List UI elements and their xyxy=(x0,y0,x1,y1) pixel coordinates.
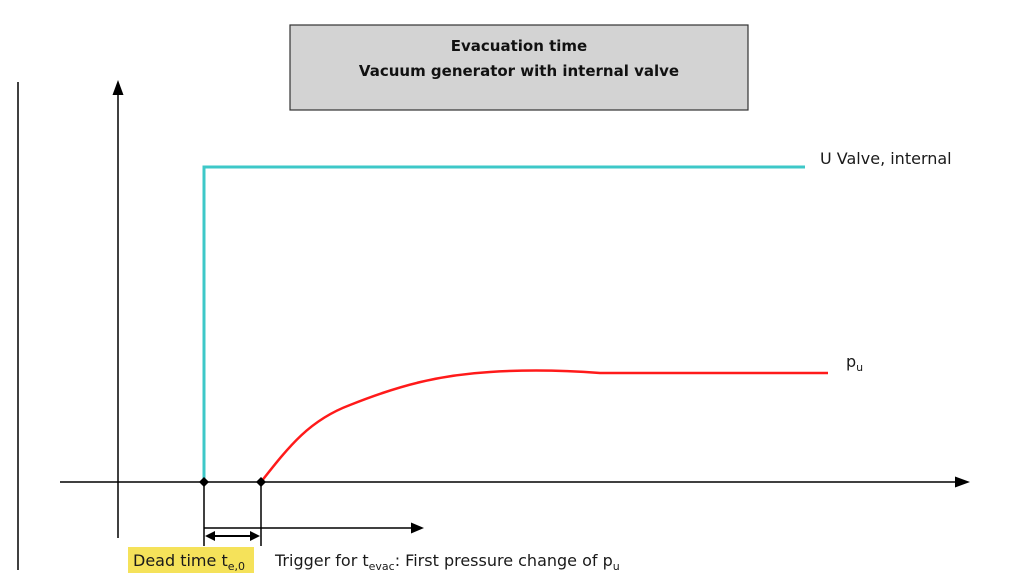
dead-time-highlight xyxy=(128,547,254,573)
trigger-label: Trigger for tevac: First pressure change… xyxy=(274,551,620,573)
dead-time-label: Dead time te,0 xyxy=(133,551,245,573)
y-axis-arrowhead xyxy=(112,80,124,95)
valve-signal-line xyxy=(202,165,805,482)
pressure-curve xyxy=(260,369,828,483)
pressure-series-label: pu xyxy=(846,352,863,374)
dead-time-arrowhead-left xyxy=(205,531,215,541)
trigger-arrowhead xyxy=(411,522,424,534)
valve-series-label: U Valve, internal xyxy=(820,149,952,168)
title-line-1: Evacuation time xyxy=(451,37,587,55)
x-axis-arrowhead xyxy=(955,476,970,488)
title-box xyxy=(289,24,749,111)
dead-time-arrowhead-right xyxy=(250,531,260,541)
title-line-2: Vacuum generator with internal valve xyxy=(359,62,679,80)
